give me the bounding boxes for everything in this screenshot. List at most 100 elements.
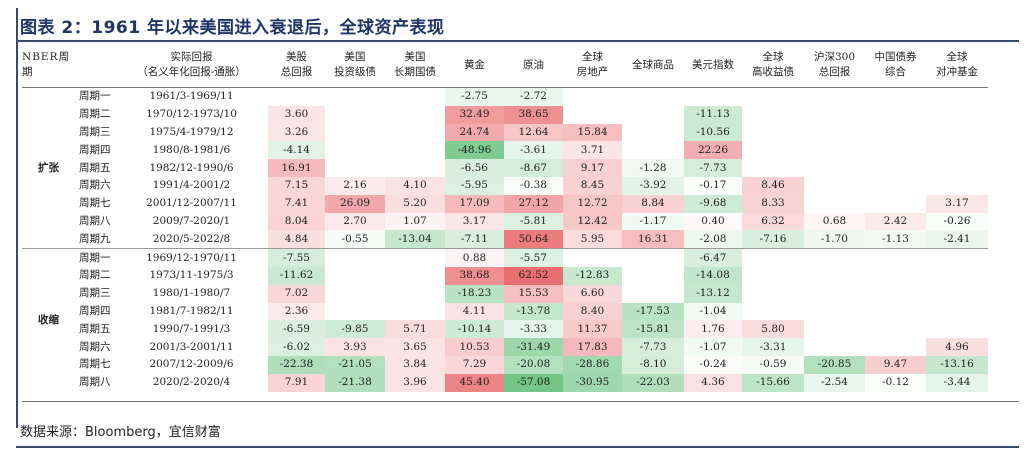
value-cell: 6.60: [563, 284, 622, 303]
period-label: 1973/11-1975/3: [149, 269, 234, 282]
cycle-label: 周期四: [79, 143, 111, 156]
value-cell: 8.84: [622, 194, 684, 213]
value-cell: [865, 141, 926, 159]
value-cell: [926, 248, 988, 267]
table-row: 周期八 2009/7-2020/1 8.04 2.70 1.07 3.17 -5.81 12.…: [22, 212, 988, 231]
value-cell: 5.95: [563, 230, 622, 249]
column-header: 中国债券 综合: [874, 51, 917, 78]
value-cell: -15.81: [622, 320, 684, 339]
value-cell: [804, 338, 865, 356]
value-cell: [385, 267, 445, 285]
value-cell: [865, 106, 926, 124]
table-row: 扩张 周期一 1961/3-1969/11 -2.75 -2.72: [22, 87, 988, 174]
value-cell: [926, 106, 988, 124]
value-cell: [742, 106, 804, 124]
value-cell: -1.17: [622, 212, 684, 231]
value-cell: [804, 141, 865, 159]
cycle-label: 周期五: [79, 322, 111, 335]
value-cell: 4.10: [385, 176, 445, 195]
period-label: 1991/4-2001/2: [152, 179, 231, 192]
value-cell: -1.70: [804, 230, 865, 249]
period-label: 2007/12-2009/6: [149, 358, 234, 371]
value-cell: 2.16: [325, 176, 385, 195]
period-label: 1970/12-1973/10: [146, 108, 237, 121]
value-cell: 16.31: [622, 230, 684, 249]
value-cell: [865, 177, 926, 195]
column-header: 黄金: [464, 58, 485, 71]
cycle-label: 周期四: [79, 304, 111, 317]
value-cell: -6.56: [445, 159, 504, 177]
value-cell: [268, 88, 325, 106]
value-cell: 1.76: [684, 320, 742, 339]
value-cell: [865, 303, 926, 321]
value-cell: -1.28: [622, 159, 684, 177]
period-label: 1969/12-1970/11: [115, 248, 268, 267]
table-row: 周期四 1980/8-1981/6 -4.14 -48.96 -3.61 3.71 22.2…: [22, 141, 988, 160]
value-cell: -17.53: [622, 302, 684, 321]
value-cell: -9.68: [684, 194, 742, 213]
value-cell: [385, 88, 445, 106]
cycle-label: 周期二: [79, 269, 111, 282]
value-cell: 5.80: [742, 320, 804, 339]
table-row: 周期五 1982/12-1990/6 16.91 -6.56 -8.67 9.17 -1.2…: [22, 159, 988, 177]
period-label: 1981/7-1982/11: [149, 304, 234, 317]
value-cell: 26.09: [325, 194, 385, 213]
value-cell: -7.16: [742, 230, 804, 249]
table-row: 周期六 1991/4-2001/2 7.15 2.16 4.10 -5.95 -0.38 8.…: [22, 176, 988, 195]
value-cell: 4.36: [684, 373, 742, 392]
value-cell: [385, 303, 445, 321]
cycle-label: 周期三: [79, 287, 111, 300]
value-cell: [926, 320, 988, 338]
period-label: 1982/12-1990/6: [149, 161, 234, 174]
value-cell: [865, 88, 926, 106]
value-cell: -14.08: [684, 266, 742, 285]
value-cell: -20.85: [804, 355, 865, 374]
value-cell: -21.38: [325, 373, 385, 392]
value-cell: [742, 159, 804, 177]
cycle-label: 周期九: [79, 232, 111, 245]
column-header: 美国 长期国债: [394, 51, 436, 78]
value-cell: -0.17: [684, 176, 742, 195]
value-cell: -30.95: [563, 373, 622, 392]
value-cell: 8.46: [742, 176, 804, 195]
value-cell: 0.88: [445, 248, 504, 267]
value-cell: 2.36: [268, 302, 325, 321]
period-label: 2001/12-2007/11: [146, 197, 237, 210]
table-body: 扩张 周期一 1961/3-1969/11 -2.75 -2.72 周期二 1970/12-…: [22, 87, 988, 392]
column-header: 实际回报 （名义年化回报-通胀）: [137, 51, 246, 78]
table-row: 周期三 1975/4-1979/12 3.26 24.74 12.64 15.84 -10.…: [22, 123, 988, 142]
value-cell: -0.24: [684, 355, 742, 374]
value-cell: [622, 141, 684, 159]
value-cell: [742, 124, 804, 142]
value-cell: [622, 285, 684, 303]
value-cell: 4.96: [926, 338, 988, 356]
value-cell: -5.81: [504, 212, 563, 231]
value-cell: -3.44: [926, 373, 988, 392]
value-cell: -0.59: [742, 355, 804, 374]
period-label: 1990/7-1991/3: [152, 322, 231, 335]
table-bottom-rule: [22, 401, 1019, 402]
value-cell: 9.17: [563, 159, 622, 177]
value-cell: 12.64: [504, 123, 563, 142]
cycle-label: 周期六: [79, 340, 111, 353]
value-cell: -4.14: [268, 141, 325, 160]
value-cell: [622, 248, 684, 267]
value-cell: 50.64: [504, 230, 563, 249]
cycle-label: 周期七: [79, 197, 111, 210]
column-header: 全球 高收益债: [752, 51, 794, 78]
value-cell: 24.74: [445, 123, 504, 142]
value-cell: -22.03: [622, 373, 684, 392]
value-cell: 15.53: [504, 284, 563, 303]
value-cell: [804, 248, 865, 267]
value-cell: -2.08: [684, 230, 742, 249]
value-cell: -5.95: [445, 176, 504, 195]
column-header: 美元指数: [692, 58, 734, 71]
period-label: 2009/7-2020/1: [152, 214, 231, 227]
period-label: 2020/5-2022/8: [152, 232, 231, 245]
value-cell: 7.29: [445, 355, 504, 374]
value-cell: 38.68: [445, 266, 504, 285]
value-cell: [385, 141, 445, 159]
value-cell: [742, 267, 804, 285]
value-cell: -13.04: [385, 230, 445, 249]
value-cell: -10.14: [445, 320, 504, 339]
